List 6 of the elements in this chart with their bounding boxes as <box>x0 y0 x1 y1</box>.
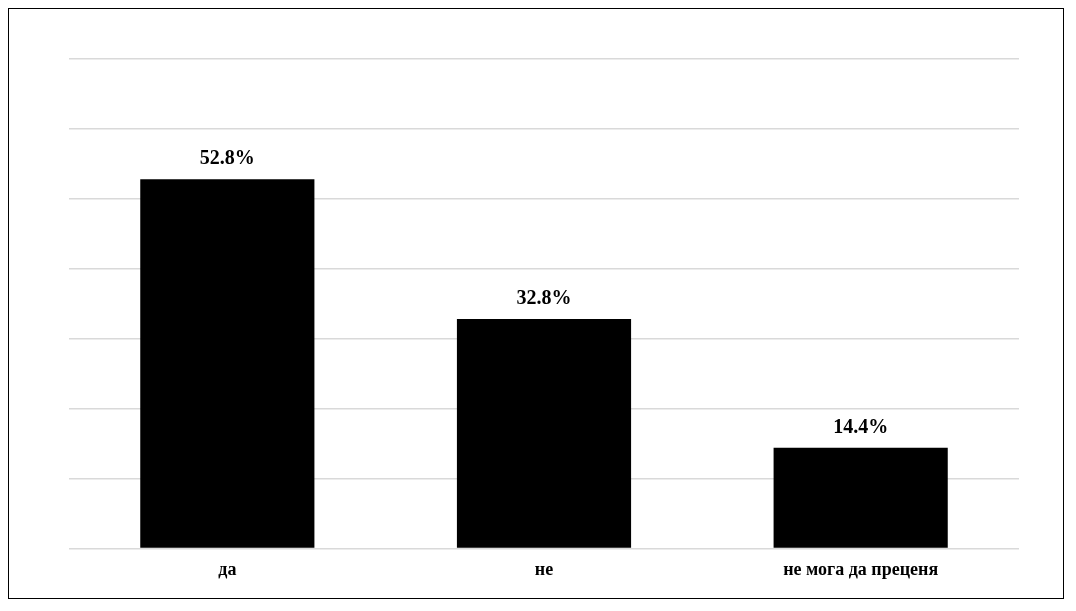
data-label: 32.8% <box>516 286 572 309</box>
x-tick-label: не <box>534 558 554 579</box>
x-tick-label: не мога да преценя <box>783 558 939 579</box>
data-label: 14.4% <box>833 414 889 437</box>
x-tick-label: да <box>218 558 237 579</box>
data-label: 52.8% <box>199 146 255 169</box>
